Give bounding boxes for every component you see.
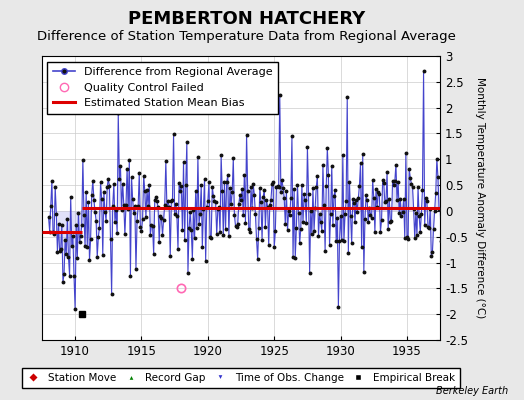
Legend: Station Move, Record Gap, Time of Obs. Change, Empirical Break: Station Move, Record Gap, Time of Obs. C… — [22, 368, 460, 388]
Legend: Difference from Regional Average, Quality Control Failed, Estimated Station Mean: Difference from Regional Average, Qualit… — [48, 62, 278, 114]
Y-axis label: Monthly Temperature Anomaly Difference (°C): Monthly Temperature Anomaly Difference (… — [475, 77, 485, 319]
Text: Difference of Station Temperature Data from Regional Average: Difference of Station Temperature Data f… — [37, 30, 456, 43]
Text: Berkeley Earth: Berkeley Earth — [436, 386, 508, 396]
Text: PEMBERTON HATCHERY: PEMBERTON HATCHERY — [128, 10, 365, 28]
